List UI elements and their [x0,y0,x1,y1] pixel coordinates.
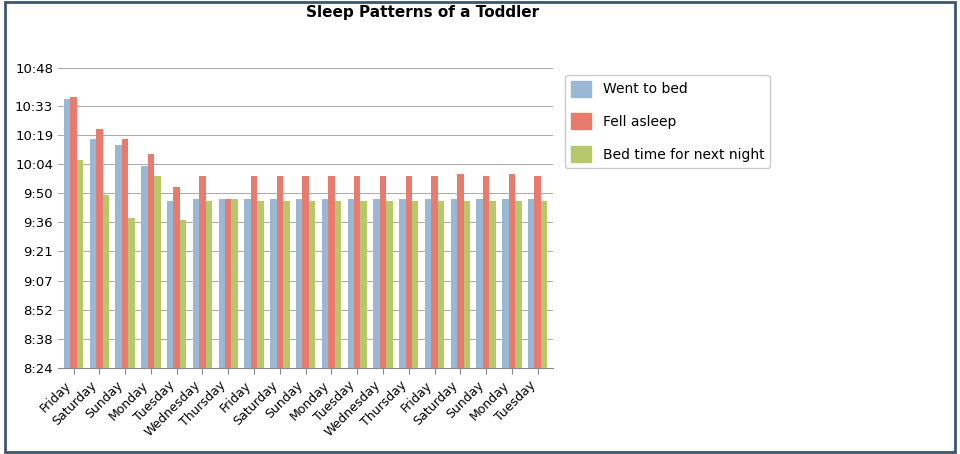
Bar [535,177,540,454]
Bar [386,202,393,454]
Bar [231,199,238,454]
Bar [509,174,516,454]
Bar [129,218,134,454]
Bar [328,177,335,454]
Legend: Went to bed, Fell asleep, Bed time for next night: Went to bed, Fell asleep, Bed time for n… [565,75,770,168]
Bar [425,199,431,454]
Bar [405,177,412,454]
Bar [70,97,77,454]
Bar [219,199,225,454]
Bar [450,199,457,454]
Bar [103,195,109,454]
Bar [540,202,547,454]
Bar [225,199,231,454]
Bar [354,177,360,454]
Bar [155,177,160,454]
Bar [270,199,276,454]
Bar [348,199,354,454]
Bar [257,202,264,454]
Bar [360,202,367,454]
Bar [115,145,122,454]
Bar [174,187,180,454]
Bar [193,199,200,454]
Text: Sleep Patterns of a Toddler: Sleep Patterns of a Toddler [306,5,539,20]
Bar [516,202,521,454]
Bar [380,177,386,454]
Bar [148,153,155,454]
Bar [205,202,212,454]
Bar [335,202,341,454]
Bar [438,202,444,454]
Bar [276,177,283,454]
Bar [245,199,251,454]
Bar [309,202,315,454]
Bar [457,174,464,454]
Bar [180,220,186,454]
Bar [490,202,495,454]
Bar [399,199,405,454]
Bar [322,199,328,454]
Bar [431,177,438,454]
Bar [412,202,419,454]
Bar [302,177,309,454]
Bar [464,202,470,454]
Bar [200,177,205,454]
Bar [283,202,290,454]
Bar [528,199,535,454]
Bar [296,199,302,454]
Bar [476,199,483,454]
Bar [373,199,380,454]
Bar [64,99,70,454]
Bar [96,128,103,454]
Bar [77,160,84,454]
Bar [122,139,129,454]
Bar [89,139,96,454]
Bar [167,202,174,454]
Bar [502,199,509,454]
Bar [483,177,490,454]
Bar [251,177,257,454]
Bar [141,166,148,454]
